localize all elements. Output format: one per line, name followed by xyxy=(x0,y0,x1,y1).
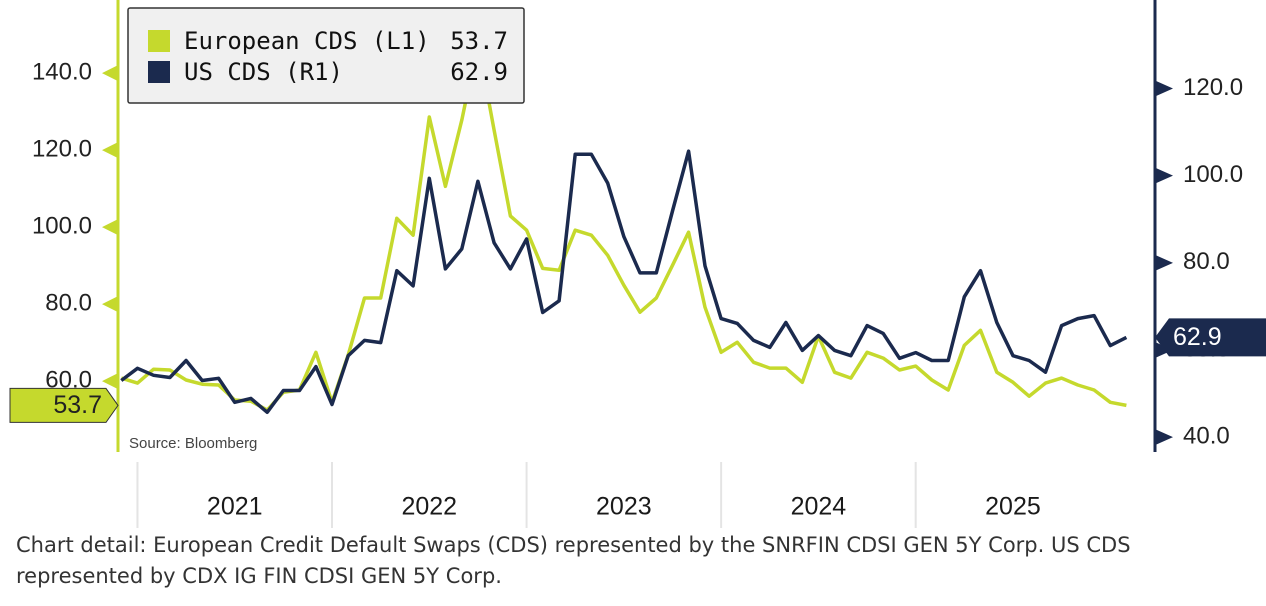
y-tick xyxy=(102,65,118,82)
x-tick-label: 2024 xyxy=(791,493,847,521)
legend-value: 62.9 xyxy=(450,58,508,86)
x-tick-label: 2022 xyxy=(401,493,457,521)
y2-tick-label: 120.0 xyxy=(1183,74,1243,101)
y-tick-label: 80.0 xyxy=(45,290,92,317)
x-tick-label: 2025 xyxy=(985,493,1041,521)
legend-swatch xyxy=(148,30,170,52)
y2-tick xyxy=(1155,167,1173,184)
y-tick xyxy=(102,296,118,313)
legend-box xyxy=(127,7,525,104)
x-tick-label: 2023 xyxy=(596,493,652,521)
caption: Chart detail: European Credit Default Sw… xyxy=(16,533,1131,588)
y2-tick-label: 80.0 xyxy=(1183,248,1230,275)
last-value-label: 62.9 xyxy=(1173,323,1222,351)
y-tick xyxy=(102,373,118,390)
y2-tick xyxy=(1155,254,1173,271)
legend-label: US CDS (R1) xyxy=(184,58,343,86)
legend-label: European CDS (L1) xyxy=(184,27,430,55)
chart: 2021 2022 2023 2024 202560.080.0100.0120.014… xyxy=(9,0,1266,528)
y-tick-label: 100.0 xyxy=(32,212,92,239)
y2-tick xyxy=(1155,429,1173,446)
y-tick-label: 120.0 xyxy=(32,135,92,162)
legend-value: 53.7 xyxy=(450,27,508,55)
y-tick xyxy=(102,142,118,159)
last-value-tag xyxy=(1155,318,1266,357)
y-tick-label: 140.0 xyxy=(32,58,92,85)
y2-tick xyxy=(1155,342,1173,359)
y2-tick xyxy=(1155,80,1173,97)
last-value-label: 53.7 xyxy=(53,391,102,419)
y2-tick-label: 100.0 xyxy=(1183,161,1243,188)
series-line xyxy=(120,149,1128,415)
y2-tick-label: 40.0 xyxy=(1183,423,1230,450)
source: Source: Bloomberg xyxy=(129,435,257,452)
last-value-tag xyxy=(9,387,119,423)
x-tick-label: 2021 xyxy=(207,493,263,521)
legend-swatch xyxy=(148,61,170,83)
y-tick xyxy=(102,219,118,236)
